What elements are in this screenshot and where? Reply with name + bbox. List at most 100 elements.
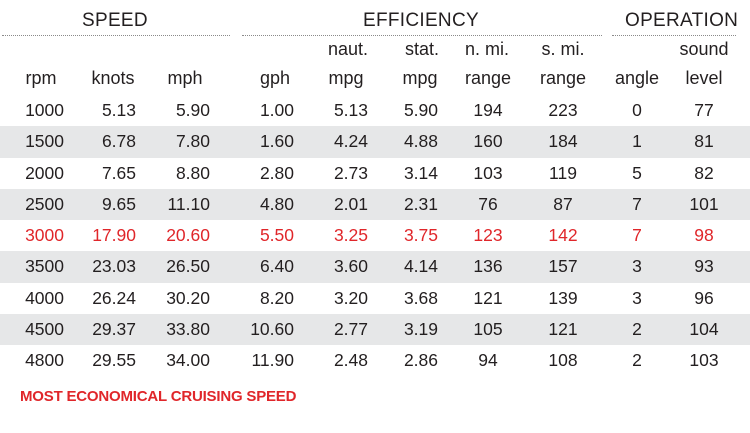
cell-sound-level: 104 xyxy=(689,319,719,340)
economical-speed-note: MOST ECONOMICAL CRUISING SPEED xyxy=(20,388,297,405)
cell-nmi-range: 105 xyxy=(473,319,503,340)
cell-knots: 26.24 xyxy=(92,287,136,308)
table-row: 4000 26.24 30.20 8.20 3.20 3.68 121 139 … xyxy=(0,283,750,314)
cell-gph: 1.60 xyxy=(259,131,294,152)
header-rpm: rpm xyxy=(25,68,57,88)
performance-table: 1000 5.13 5.90 1.00 5.13 5.90 194 223 0 … xyxy=(0,95,750,377)
divider-efficiency xyxy=(242,35,602,36)
cell-gph: 6.40 xyxy=(259,256,294,277)
cell-rpm: 1500 xyxy=(25,131,64,152)
cell-nmi-range: 160 xyxy=(473,131,503,152)
cell-nmi-range: 94 xyxy=(478,350,498,371)
table-row: 4500 29.37 33.80 10.60 2.77 3.19 105 121… xyxy=(0,314,750,346)
header-naut-mpg: mpg xyxy=(328,68,364,88)
cell-smi-range: 157 xyxy=(548,256,578,277)
cell-mph: 34.00 xyxy=(166,350,210,371)
cell-rpm: 2500 xyxy=(25,193,64,214)
cell-sound-level: 93 xyxy=(694,256,714,277)
cell-knots: 29.55 xyxy=(92,350,136,371)
cell-smi-range: 108 xyxy=(548,350,578,371)
cell-rpm: 4000 xyxy=(25,287,64,308)
cell-naut-mpg: 3.25 xyxy=(333,225,368,246)
cell-stat-mpg: 3.14 xyxy=(403,162,438,183)
table-row: 1500 6.78 7.80 1.60 4.24 4.88 160 184 1 … xyxy=(0,126,750,158)
cell-angle: 2 xyxy=(632,350,642,371)
table-row: 1000 5.13 5.90 1.00 5.13 5.90 194 223 0 … xyxy=(0,95,750,126)
cell-nmi-range: 103 xyxy=(473,162,503,183)
cell-gph: 4.80 xyxy=(259,193,294,214)
cell-mph: 8.80 xyxy=(175,162,210,183)
cell-naut-mpg: 2.77 xyxy=(333,319,368,340)
cell-stat-mpg: 3.75 xyxy=(403,225,438,246)
cell-naut-mpg: 4.24 xyxy=(333,131,368,152)
cell-stat-mpg: 5.90 xyxy=(403,100,438,120)
cell-rpm: 1000 xyxy=(25,100,64,120)
table-row-highlighted: 3000 17.90 20.60 5.50 3.25 3.75 123 142 … xyxy=(0,220,750,251)
header-sound-level: level xyxy=(685,68,723,88)
cell-stat-mpg: 3.19 xyxy=(403,319,438,340)
cell-angle: 2 xyxy=(632,319,642,340)
cell-smi-range: 119 xyxy=(549,162,577,183)
cell-mph: 30.20 xyxy=(166,287,210,308)
cell-knots: 9.65 xyxy=(101,193,136,214)
cell-stat-mpg: 4.14 xyxy=(403,256,438,277)
header-mph: mph xyxy=(167,68,203,88)
group-header-speed: SPEED xyxy=(82,10,148,31)
cell-angle: 0 xyxy=(632,100,642,120)
cell-mph: 20.60 xyxy=(166,225,210,246)
cell-gph: 5.50 xyxy=(259,225,294,246)
header-nmi-range: range xyxy=(464,68,512,88)
cell-sound-level: 82 xyxy=(694,162,714,183)
cell-angle: 7 xyxy=(632,225,642,246)
cell-nmi-range: 123 xyxy=(473,225,503,246)
cell-smi-range: 139 xyxy=(548,287,578,308)
cell-gph: 1.00 xyxy=(259,100,294,120)
cell-knots: 29.37 xyxy=(92,319,136,340)
header-naut-top: naut. xyxy=(327,39,369,59)
cell-knots: 23.03 xyxy=(92,256,136,277)
divider-speed xyxy=(2,35,230,36)
cell-knots: 7.65 xyxy=(101,162,136,183)
cell-sound-level: 77 xyxy=(694,100,714,120)
cell-rpm: 4800 xyxy=(25,350,64,371)
cell-stat-mpg: 2.31 xyxy=(403,193,438,214)
cell-sound-level: 98 xyxy=(694,225,714,246)
cell-smi-range: 87 xyxy=(553,193,573,214)
cell-sound-level: 96 xyxy=(694,287,714,308)
cell-nmi-range: 194 xyxy=(473,100,503,120)
cell-knots: 5.13 xyxy=(101,100,136,120)
header-angle: angle xyxy=(614,68,660,88)
cell-gph: 11.90 xyxy=(251,350,295,371)
cell-stat-mpg: 4.88 xyxy=(403,131,438,152)
header-gph: gph xyxy=(259,68,291,88)
cell-smi-range: 223 xyxy=(548,100,578,120)
cell-stat-mpg: 2.86 xyxy=(403,350,438,371)
cell-mph: 7.80 xyxy=(175,131,210,152)
cell-mph: 33.80 xyxy=(166,319,210,340)
cell-naut-mpg: 2.48 xyxy=(333,350,368,371)
cell-naut-mpg: 5.13 xyxy=(333,100,368,120)
header-stat-top: stat. xyxy=(404,39,439,59)
header-nmi-top: n. mi. xyxy=(464,39,509,59)
cell-rpm: 3500 xyxy=(25,256,64,277)
cell-smi-range: 121 xyxy=(548,319,578,340)
cell-sound-level: 103 xyxy=(689,350,719,371)
cell-mph: 11.10 xyxy=(167,193,211,214)
header-sound-top: sound xyxy=(679,39,729,59)
cell-knots: 6.78 xyxy=(101,131,136,152)
group-header-efficiency: EFFICIENCY xyxy=(363,10,479,31)
cell-sound-level: 81 xyxy=(694,131,714,152)
cell-naut-mpg: 3.20 xyxy=(333,287,368,308)
cell-angle: 3 xyxy=(632,256,642,277)
table-row: 3500 23.03 26.50 6.40 3.60 4.14 136 157 … xyxy=(0,251,750,283)
group-header-operation: OPERATION xyxy=(625,10,739,31)
table-row: 2500 9.65 11.10 4.80 2.01 2.31 76 87 7 1… xyxy=(0,188,750,221)
cell-mph: 26.50 xyxy=(166,256,210,277)
cell-angle: 3 xyxy=(632,287,642,308)
cell-nmi-range: 121 xyxy=(473,287,503,308)
cell-mph: 5.90 xyxy=(175,100,210,120)
cell-angle: 1 xyxy=(632,131,642,152)
cell-stat-mpg: 3.68 xyxy=(403,287,438,308)
cell-rpm: 3000 xyxy=(25,225,64,246)
cell-naut-mpg: 3.60 xyxy=(333,256,368,277)
